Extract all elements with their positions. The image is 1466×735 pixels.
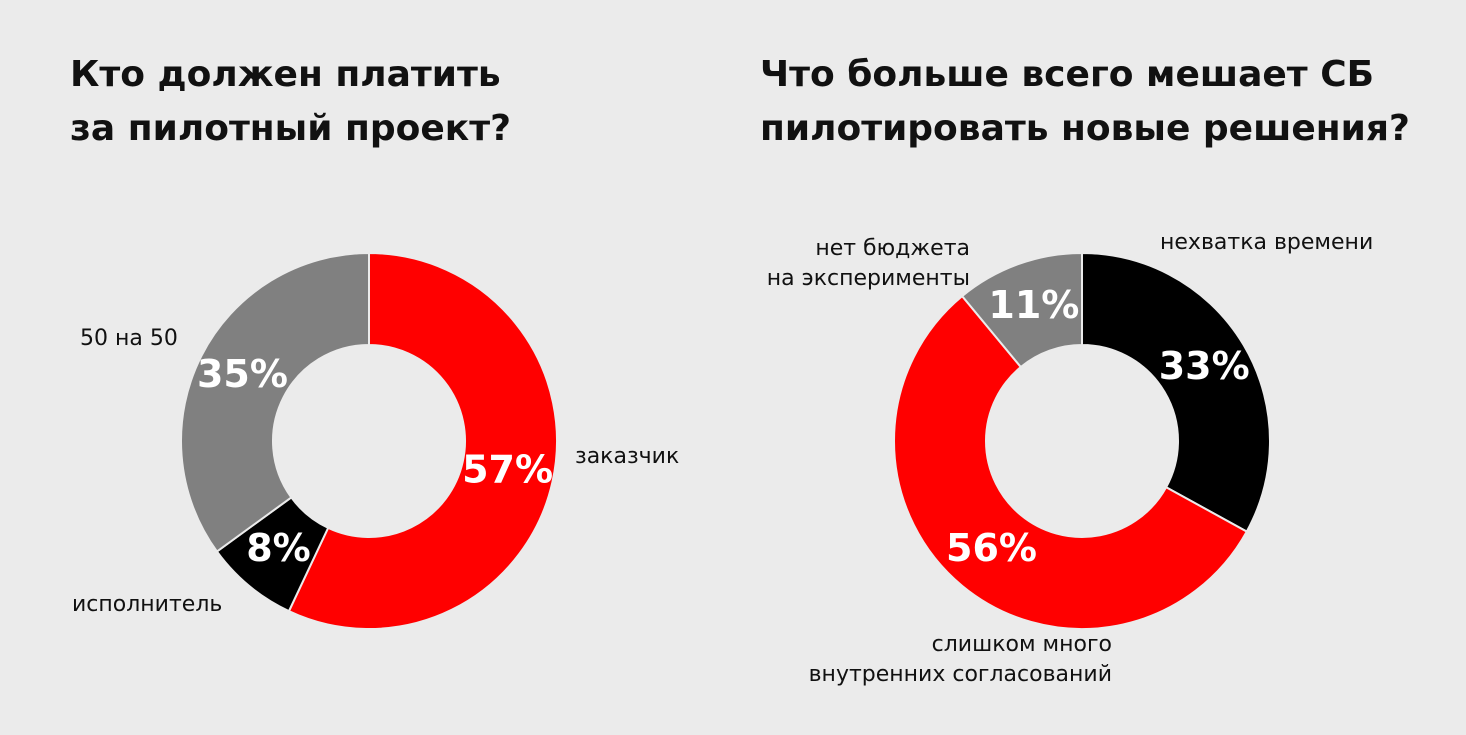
- value-label: 8%: [246, 526, 311, 570]
- category-label: 50 на 50: [80, 326, 178, 351]
- value-label: 35%: [197, 352, 288, 396]
- chart-title: Что больше всего мешает СБ пилотировать …: [760, 54, 1410, 149]
- value-label: 57%: [462, 447, 553, 491]
- donut-segment: [960, 251, 1083, 369]
- category-label: исполнитель: [72, 592, 223, 617]
- donut-segment: [1081, 251, 1271, 533]
- category-label: нехватка времени: [1160, 230, 1374, 255]
- category-label: слишком много внутренних согласований: [808, 632, 1112, 687]
- donut-segment: [893, 294, 1249, 630]
- value-label: 11%: [988, 283, 1079, 327]
- chart-title: Кто должен платить за пилотный проект?: [70, 54, 511, 149]
- value-label: 33%: [1159, 344, 1250, 388]
- category-label: нет бюджета на эксперименты: [766, 236, 970, 291]
- donut-segment: [287, 251, 558, 630]
- value-label: 56%: [946, 526, 1037, 570]
- category-label: заказчик: [575, 444, 680, 469]
- donut-segment: [180, 251, 370, 553]
